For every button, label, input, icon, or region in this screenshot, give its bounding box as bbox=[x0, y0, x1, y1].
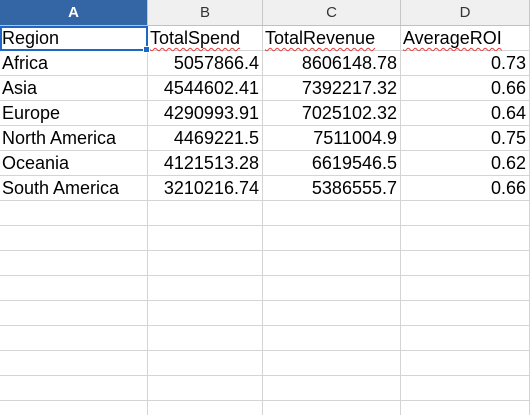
empty-cell[interactable] bbox=[401, 401, 530, 415]
cell-total-spend[interactable]: 5057866.4 bbox=[148, 51, 263, 76]
cell-region[interactable]: Africa bbox=[0, 51, 148, 76]
cell-d1[interactable]: AverageROI bbox=[401, 26, 530, 51]
empty-row bbox=[0, 201, 530, 226]
empty-cell[interactable] bbox=[0, 326, 148, 351]
fill-handle[interactable] bbox=[143, 46, 150, 53]
empty-cell[interactable] bbox=[148, 351, 263, 376]
empty-cell[interactable] bbox=[263, 276, 401, 301]
column-header-d[interactable]: D bbox=[401, 0, 530, 25]
cell-region[interactable]: Asia bbox=[0, 76, 148, 101]
empty-cell[interactable] bbox=[401, 376, 530, 401]
cell-average-roi[interactable]: 0.66 bbox=[401, 176, 530, 201]
cell-total-revenue[interactable]: 7511004.9 bbox=[263, 126, 401, 151]
empty-cell[interactable] bbox=[148, 376, 263, 401]
cell-average-roi[interactable]: 0.75 bbox=[401, 126, 530, 151]
empty-cell[interactable] bbox=[148, 201, 263, 226]
empty-row bbox=[0, 351, 530, 376]
empty-cell[interactable] bbox=[401, 351, 530, 376]
cell-c1[interactable]: TotalRevenue bbox=[263, 26, 401, 51]
cell-region[interactable]: North America bbox=[0, 126, 148, 151]
empty-row bbox=[0, 376, 530, 401]
cell-total-spend[interactable]: 4544602.41 bbox=[148, 76, 263, 101]
empty-cell[interactable] bbox=[0, 401, 148, 415]
empty-cell[interactable] bbox=[148, 251, 263, 276]
empty-cell[interactable] bbox=[0, 251, 148, 276]
empty-row bbox=[0, 326, 530, 351]
cell-total-revenue[interactable]: 8606148.78 bbox=[263, 51, 401, 76]
empty-cell[interactable] bbox=[148, 301, 263, 326]
cell-region[interactable]: South America bbox=[0, 176, 148, 201]
cell-total-spend[interactable]: 4290993.91 bbox=[148, 101, 263, 126]
cell-grid: Region TotalSpend TotalRevenue AverageRO… bbox=[0, 26, 530, 415]
table-row: North America 4469221.5 7511004.9 0.75 bbox=[0, 126, 530, 151]
empty-cell[interactable] bbox=[0, 301, 148, 326]
table-row: South America 3210216.74 5386555.7 0.66 bbox=[0, 176, 530, 201]
empty-cell[interactable] bbox=[0, 376, 148, 401]
empty-row bbox=[0, 226, 530, 251]
cell-total-revenue[interactable]: 5386555.7 bbox=[263, 176, 401, 201]
empty-row bbox=[0, 301, 530, 326]
cell-total-spend[interactable]: 4121513.28 bbox=[148, 151, 263, 176]
table-row: Asia 4544602.41 7392217.32 0.66 bbox=[0, 76, 530, 101]
empty-cell[interactable] bbox=[401, 326, 530, 351]
cell-a1[interactable]: Region bbox=[0, 26, 150, 53]
empty-row bbox=[0, 276, 530, 301]
cell-total-revenue[interactable]: 7025102.32 bbox=[263, 101, 401, 126]
empty-cell[interactable] bbox=[148, 326, 263, 351]
empty-cell[interactable] bbox=[401, 301, 530, 326]
cell-average-roi[interactable]: 0.62 bbox=[401, 151, 530, 176]
cell-total-revenue[interactable]: 7392217.32 bbox=[263, 76, 401, 101]
cell-average-roi[interactable]: 0.64 bbox=[401, 101, 530, 126]
column-header-b[interactable]: B bbox=[148, 0, 263, 25]
table-row: Oceania 4121513.28 6619546.5 0.62 bbox=[0, 151, 530, 176]
cell-a1-text: Region bbox=[2, 28, 60, 48]
column-header-c[interactable]: C bbox=[263, 0, 401, 25]
cell-region[interactable]: Oceania bbox=[0, 151, 148, 176]
empty-cell[interactable] bbox=[401, 276, 530, 301]
cell-region[interactable]: Europe bbox=[0, 101, 148, 126]
empty-cell[interactable] bbox=[0, 226, 148, 251]
cell-total-revenue[interactable]: 6619546.5 bbox=[263, 151, 401, 176]
cell-b1[interactable]: TotalSpend bbox=[148, 26, 263, 51]
empty-cell[interactable] bbox=[148, 401, 263, 415]
empty-cell[interactable] bbox=[263, 251, 401, 276]
column-header-a[interactable]: A bbox=[0, 0, 148, 25]
empty-rows bbox=[0, 201, 530, 415]
empty-cell[interactable] bbox=[148, 276, 263, 301]
empty-cell[interactable] bbox=[263, 201, 401, 226]
empty-cell[interactable] bbox=[0, 351, 148, 376]
cell-total-spend[interactable]: 3210216.74 bbox=[148, 176, 263, 201]
empty-cell[interactable] bbox=[401, 226, 530, 251]
empty-cell[interactable] bbox=[148, 226, 263, 251]
table-row: Europe 4290993.91 7025102.32 0.64 bbox=[0, 101, 530, 126]
empty-cell[interactable] bbox=[401, 251, 530, 276]
table-row: Africa 5057866.4 8606148.78 0.73 bbox=[0, 51, 530, 76]
empty-cell[interactable] bbox=[0, 276, 148, 301]
empty-row bbox=[0, 401, 530, 415]
empty-cell[interactable] bbox=[263, 376, 401, 401]
cell-total-spend[interactable]: 4469221.5 bbox=[148, 126, 263, 151]
empty-cell[interactable] bbox=[401, 201, 530, 226]
empty-cell[interactable] bbox=[263, 226, 401, 251]
cell-average-roi[interactable]: 0.73 bbox=[401, 51, 530, 76]
column-header-row: A B C D bbox=[0, 0, 530, 26]
table-row-header: Region TotalSpend TotalRevenue AverageRO… bbox=[0, 26, 530, 53]
empty-cell[interactable] bbox=[263, 326, 401, 351]
empty-cell[interactable] bbox=[263, 301, 401, 326]
empty-cell[interactable] bbox=[263, 401, 401, 415]
cell-average-roi[interactable]: 0.66 bbox=[401, 76, 530, 101]
empty-row bbox=[0, 251, 530, 276]
empty-cell[interactable] bbox=[263, 351, 401, 376]
empty-cell[interactable] bbox=[0, 201, 148, 226]
